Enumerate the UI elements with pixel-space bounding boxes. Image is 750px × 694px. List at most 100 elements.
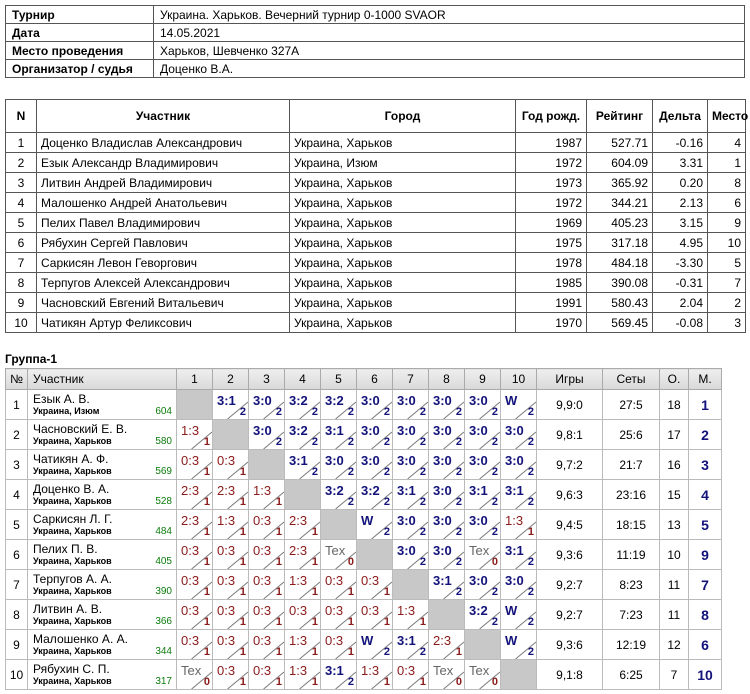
match-cell[interactable]: 3:0 2 (392, 419, 429, 450)
match-cell[interactable]: 0:3 1 (248, 659, 285, 690)
match-cell[interactable]: 2:3 1 (176, 509, 213, 540)
match-cell[interactable]: 2:3 1 (284, 509, 321, 540)
participants-cell: 10 (707, 232, 746, 253)
match-cell[interactable]: 0:3 1 (212, 599, 249, 630)
match-points: 2 (311, 406, 318, 418)
match-cell[interactable]: 0:3 1 (212, 569, 249, 600)
match-cell[interactable]: 3:1 2 (284, 449, 321, 480)
match-cell[interactable]: Tex 0 (464, 659, 501, 690)
match-cell[interactable]: 3:2 2 (320, 479, 357, 510)
match-cell[interactable]: 3:1 2 (428, 569, 465, 600)
match-cell[interactable]: 3:1 2 (212, 389, 249, 420)
match-cell[interactable]: 0:3 1 (392, 659, 429, 690)
match-cell[interactable]: 3:2 2 (320, 389, 357, 420)
match-cell[interactable]: 0:3 1 (176, 539, 213, 570)
match-cell[interactable]: 0:3 1 (320, 569, 357, 600)
match-cell[interactable]: 3:2 2 (356, 479, 393, 510)
match-cell[interactable]: 3:2 2 (284, 419, 321, 450)
match-cell[interactable]: 0:3 1 (356, 599, 393, 630)
match-cell[interactable]: 3:0 2 (248, 389, 285, 420)
match-cell[interactable]: 3:0 2 (392, 539, 429, 570)
place-value: 8 (688, 599, 722, 630)
match-cell[interactable]: 3:0 2 (464, 419, 501, 450)
match-cell[interactable]: 3:0 2 (428, 419, 465, 450)
match-cell[interactable]: 0:3 1 (248, 509, 285, 540)
match-cell[interactable]: 0:3 1 (212, 539, 249, 570)
match-cell[interactable]: 0:3 1 (212, 659, 249, 690)
match-cell[interactable]: 1:3 1 (356, 659, 393, 690)
match-cell[interactable]: 2:3 1 (284, 539, 321, 570)
match-cell[interactable]: 3:1 2 (392, 479, 429, 510)
match-cell[interactable]: 3:0 2 (428, 449, 465, 480)
match-cell[interactable]: Tex 0 (176, 659, 213, 690)
match-cell[interactable]: 2:3 1 (212, 479, 249, 510)
match-cell[interactable]: 1:3 1 (284, 659, 321, 690)
match-cell[interactable]: 0:3 1 (284, 599, 321, 630)
match-cell[interactable]: 3:1 2 (392, 629, 429, 660)
match-cell[interactable]: 0:3 1 (212, 629, 249, 660)
match-cell[interactable]: 3:1 2 (320, 659, 357, 690)
table-row: 4 Доценко В. А. Украина, Харьков 528 2:3 1 2:3… (5, 479, 722, 510)
match-cell[interactable]: 1:3 1 (248, 479, 285, 510)
match-cell[interactable]: 0:3 1 (176, 629, 213, 660)
match-cell[interactable]: 3:0 2 (428, 389, 465, 420)
match-result: 3:0 2 (249, 390, 284, 419)
match-cell[interactable]: 1:3 1 (284, 569, 321, 600)
match-cell[interactable]: 1:3 1 (176, 419, 213, 450)
match-cell[interactable]: 3:1 2 (500, 539, 537, 570)
match-cell[interactable]: 3:1 2 (464, 479, 501, 510)
match-cell[interactable]: 3:0 2 (428, 539, 465, 570)
match-cell[interactable]: 0:3 1 (248, 569, 285, 600)
match-cell[interactable]: 0:3 1 (212, 449, 249, 480)
match-cell[interactable]: 3:0 2 (356, 449, 393, 480)
match-cell[interactable]: 3:0 2 (320, 449, 357, 480)
match-cell[interactable]: 0:3 1 (248, 629, 285, 660)
match-cell[interactable]: 0:3 1 (176, 599, 213, 630)
cell-slash-icon (335, 581, 356, 599)
match-cell[interactable]: 3:0 2 (356, 389, 393, 420)
match-cell[interactable]: 3:2 2 (464, 599, 501, 630)
match-cell[interactable]: 3:0 2 (392, 449, 429, 480)
match-cell[interactable]: 3:1 2 (500, 479, 537, 510)
match-cell[interactable]: 3:2 2 (284, 389, 321, 420)
match-cell[interactable]: 1:3 1 (392, 599, 429, 630)
match-cell[interactable]: 3:0 2 (392, 389, 429, 420)
match-cell[interactable]: 3:0 2 (464, 449, 501, 480)
match-cell[interactable]: 3:0 2 (392, 509, 429, 540)
match-cell[interactable]: 0:3 1 (248, 539, 285, 570)
match-cell[interactable]: 0:3 1 (248, 599, 285, 630)
match-cell[interactable]: 3:0 2 (500, 419, 537, 450)
match-cell[interactable]: 3:1 2 (320, 419, 357, 450)
match-cell[interactable]: 3:0 2 (428, 479, 465, 510)
match-cell[interactable]: 3:0 2 (500, 569, 537, 600)
match-cell[interactable]: 3:0 2 (356, 419, 393, 450)
match-cell[interactable]: 2:3 1 (428, 629, 465, 660)
match-cell[interactable]: 0:3 1 (176, 449, 213, 480)
match-cell[interactable]: Tex 0 (428, 659, 465, 690)
match-cell[interactable]: 3:0 2 (248, 419, 285, 450)
participants-cell: -0.16 (652, 132, 708, 153)
match-cell[interactable]: 3:0 2 (464, 509, 501, 540)
match-cell[interactable]: 3:0 2 (428, 509, 465, 540)
match-cell[interactable]: 0:3 1 (320, 599, 357, 630)
match-cell[interactable]: 1:3 1 (212, 509, 249, 540)
match-cell[interactable]: Tex 0 (464, 539, 501, 570)
match-cell[interactable]: Tex 0 (320, 539, 357, 570)
match-cell[interactable]: 3:0 2 (464, 569, 501, 600)
match-cell[interactable]: 2:3 1 (176, 479, 213, 510)
match-cell[interactable]: 0:3 1 (320, 629, 357, 660)
match-cell[interactable]: 1:3 1 (284, 629, 321, 660)
match-score: W (361, 513, 374, 528)
match-score: 3:2 (289, 393, 308, 408)
match-cell[interactable]: 0:3 1 (356, 569, 393, 600)
match-cell[interactable]: 1:3 1 (500, 509, 537, 540)
match-cell[interactable]: 0:3 1 (176, 569, 213, 600)
match-cell[interactable]: 3:0 2 (464, 389, 501, 420)
match-cell[interactable]: 3:0 2 (500, 449, 537, 480)
match-points: 1 (383, 676, 390, 688)
